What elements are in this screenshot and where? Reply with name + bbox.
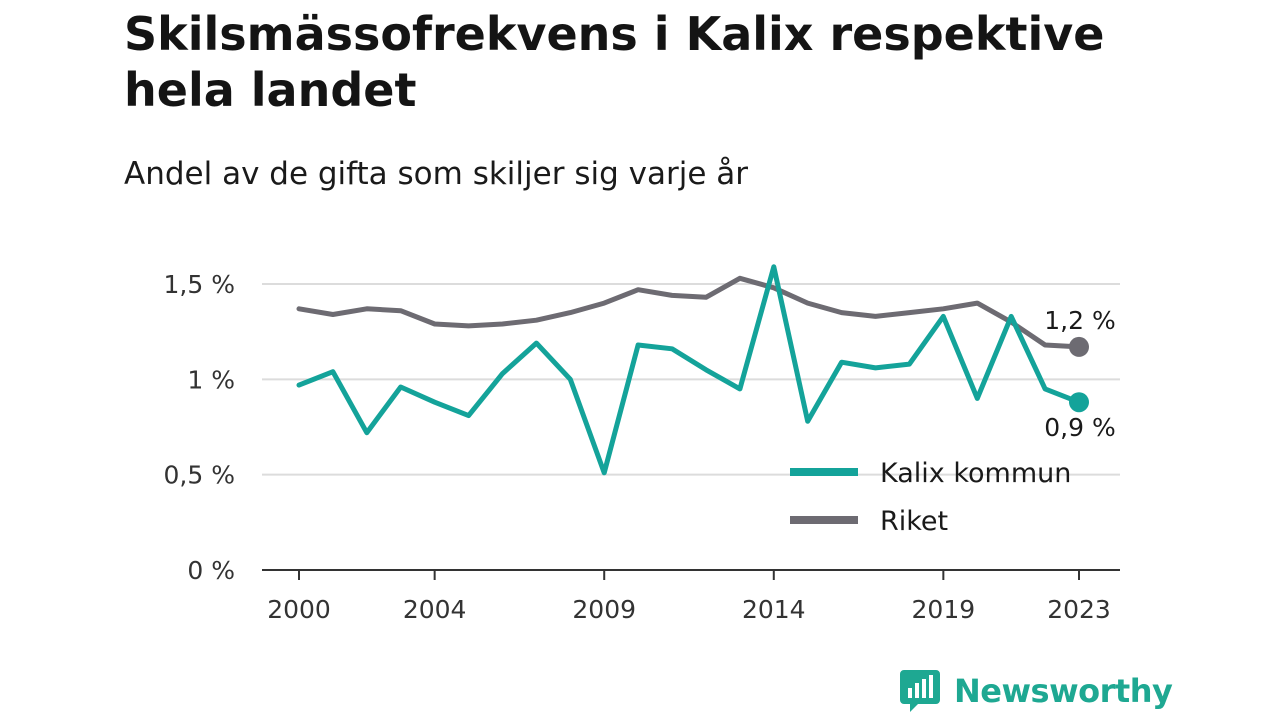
x-tick-label: 2023	[1047, 595, 1111, 624]
x-tick-label: 2009	[572, 595, 636, 624]
y-tick-label: 1,5 %	[164, 270, 235, 299]
y-tick-label: 1 %	[187, 365, 235, 394]
end-value-label: 0,9 %	[1044, 413, 1115, 442]
axes: 0 % 0,5 % 1 % 1,5 % 2000 2004 2009 2014 2019 2023	[164, 270, 1120, 624]
series-line	[296, 275, 1082, 350]
brand-logo: Newsworthy	[900, 668, 1173, 714]
end-labels: 0,9 % 1,2 %	[1044, 306, 1115, 442]
y-tick-label: 0 %	[187, 556, 235, 585]
series-lines	[296, 264, 1089, 476]
bar-chart-speech-bubble-icon	[900, 670, 940, 712]
chart-title: Skilsmässofrekvens i Kalix respektive he…	[124, 7, 1105, 117]
y-tick-label: 0,5 %	[164, 461, 235, 490]
series-line	[296, 264, 1082, 476]
x-tick-label: 2000	[267, 595, 331, 624]
x-tick-label: 2004	[403, 595, 467, 624]
grid-lines	[262, 283, 1120, 476]
x-tick-label: 2014	[742, 595, 806, 624]
series-end-point	[1069, 336, 1089, 357]
end-value-label: 1,2 %	[1044, 306, 1115, 335]
legend-label: Kalix kommun	[880, 458, 1071, 489]
legend: Kalix kommun Riket	[790, 458, 1071, 537]
legend-label: Riket	[880, 506, 948, 537]
legend-swatch	[790, 468, 858, 476]
chart-subtitle: Andel av de gifta som skiljer sig varje …	[124, 156, 748, 192]
series-end-point	[1069, 392, 1089, 413]
legend-swatch	[790, 516, 858, 524]
x-tick-label: 2019	[912, 595, 976, 624]
brand-name: Newsworthy	[954, 672, 1173, 710]
